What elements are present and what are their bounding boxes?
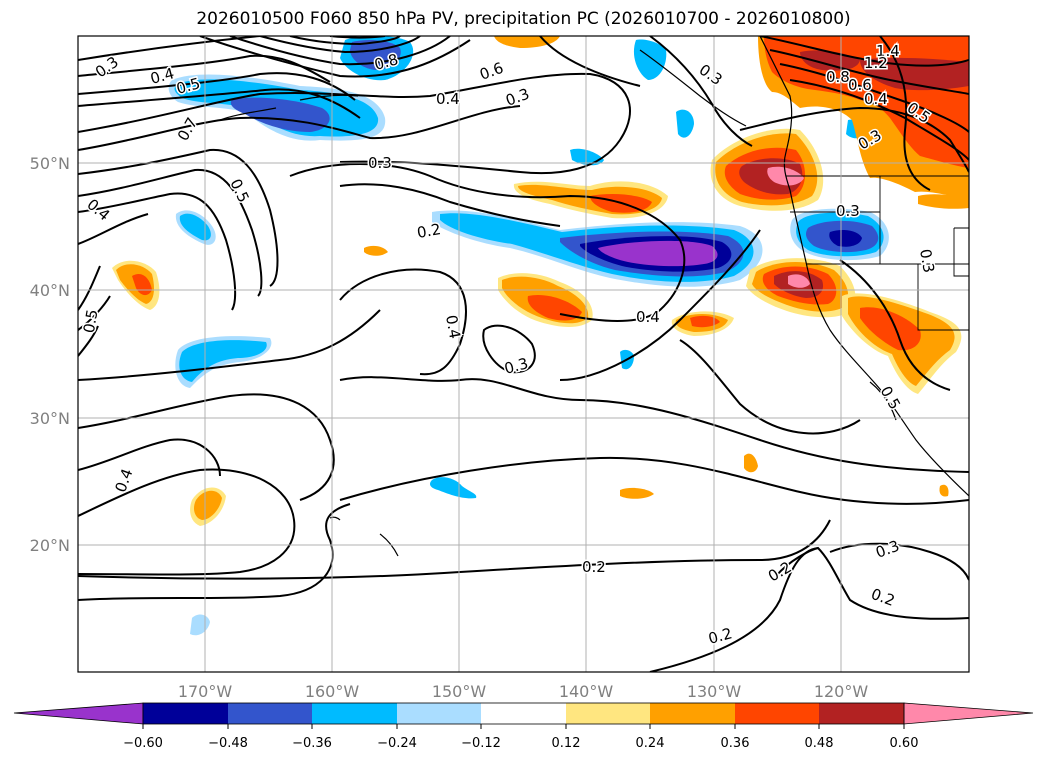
map-title: 2026010500 F060 850 hPa PV, precipitatio… <box>196 9 851 29</box>
colorbar-tick: 0.12 <box>552 736 581 751</box>
contour-label: 0.4 <box>864 90 888 108</box>
colorbar-segment <box>819 703 904 724</box>
lat-label-20n: 20°N <box>30 536 70 555</box>
contour-pv-03-north <box>78 72 631 175</box>
contour-label: 0.2 <box>416 220 443 242</box>
colorbar-tick: 0.60 <box>890 736 919 751</box>
contour-label: 0.3 <box>836 202 860 220</box>
colorbar-tick: 0.24 <box>636 736 665 751</box>
colorbar-tick: 0.48 <box>805 736 834 751</box>
colorbar-tick: −0.60 <box>123 736 163 751</box>
colorbar-tick: −0.36 <box>292 736 332 751</box>
map-plot-area: 0.3 0.4 0.5 0.5 0.6 0.3 0.4 0.3 0.2 0.4 … <box>78 36 969 672</box>
colorbar-segment <box>143 703 228 724</box>
contour-label: 0.4 <box>636 308 660 326</box>
lat-label-50n: 50°N <box>30 154 70 173</box>
colorbar-tick: −0.48 <box>208 736 248 751</box>
coastlines <box>219 36 969 557</box>
lon-label-150w: 150°W <box>432 682 487 701</box>
colorbar-segment <box>566 703 650 724</box>
contour-label: 0.2 <box>582 558 606 576</box>
graticule <box>78 36 969 672</box>
shading-layer <box>112 36 969 636</box>
latitude-labels: 50°N 40°N 30°N 20°N <box>30 154 70 555</box>
contour-label: 0.5 <box>80 308 102 335</box>
contour-label: 1.2 <box>864 54 888 72</box>
lon-label-130w: 130°W <box>687 682 742 701</box>
contour-label: 0.4 <box>436 90 460 108</box>
lon-label-170w: 170°W <box>178 682 233 701</box>
colorbar-segment <box>397 703 481 724</box>
colorbar: −0.60 −0.48 −0.36 −0.24 −0.12 0.12 0.24 … <box>13 702 1034 751</box>
boundaries <box>786 175 969 331</box>
colorbar-tick: −0.24 <box>377 736 417 751</box>
colorbar-segment <box>312 703 397 724</box>
lon-label-160w: 160°W <box>305 682 360 701</box>
contour-label: 0.6 <box>848 76 872 94</box>
colorbar-segment <box>903 702 1034 725</box>
colorbar-segment <box>650 703 735 724</box>
contour-label: 0.8 <box>826 68 850 86</box>
map-frame <box>77 35 970 673</box>
colorbar-segment <box>735 703 819 724</box>
lon-label-120w: 120°W <box>814 682 869 701</box>
colorbar-tick: 0.36 <box>721 736 750 751</box>
contour-label: 1.4 <box>876 42 900 60</box>
lat-label-40n: 40°N <box>30 281 70 300</box>
contour-label: 0.3 <box>916 248 938 275</box>
lat-label-30n: 30°N <box>30 409 70 428</box>
colorbar-tick: −0.12 <box>461 736 501 751</box>
colorbar-segment <box>228 703 312 724</box>
longitude-labels: 170°W 160°W 150°W 140°W 130°W 120°W <box>178 682 869 701</box>
lon-label-140w: 140°W <box>559 682 614 701</box>
contour-label: 0.3 <box>368 154 392 172</box>
colorbar-segment <box>13 702 144 725</box>
colorbar-segment <box>481 703 566 724</box>
